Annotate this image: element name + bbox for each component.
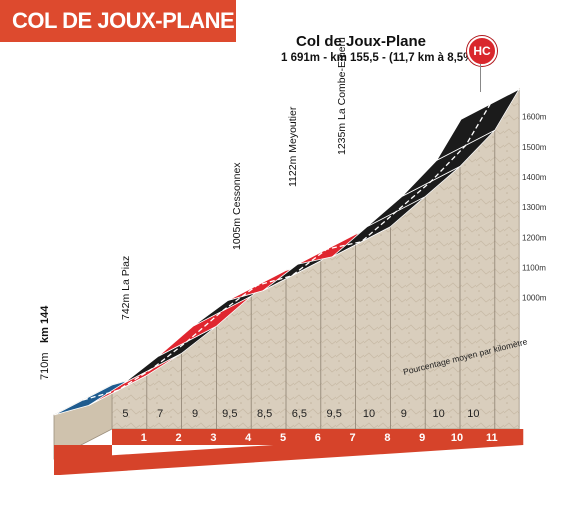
gradient-label: 10 <box>467 408 479 420</box>
gradient-label: 5 <box>122 408 128 420</box>
km-band-front <box>54 445 112 459</box>
altitude-tick-label: 1400m <box>522 173 547 182</box>
km-marker: 2 <box>176 432 182 444</box>
waypoint-label: 1005m Cessonnex <box>231 162 243 250</box>
km-marker: 9 <box>419 432 425 444</box>
title-banner: COL DE JOUX-PLANE <box>0 0 236 42</box>
page-title: COL DE JOUX-PLANE <box>12 8 235 33</box>
gradient-label: 9 <box>192 408 198 420</box>
km-band-strip <box>112 429 524 445</box>
km-marker: 7 <box>350 432 356 444</box>
km-marker: 11 <box>486 432 498 444</box>
km-marker: 3 <box>210 432 216 444</box>
km-marker: 10 <box>451 432 463 444</box>
km-marker: 5 <box>280 432 286 444</box>
gradient-label: 9,5 <box>327 408 342 420</box>
gradient-label: 9,5 <box>222 408 237 420</box>
gradient-label: 10 <box>363 408 375 420</box>
summit-info: 1 691m - km 155,5 - (11,7 km à 8,5%) <box>281 52 478 64</box>
start-altitude-label: 710m <box>39 352 51 380</box>
km-marker: 1 <box>141 432 147 444</box>
altitude-tick-label: 1300m <box>522 203 547 212</box>
altitude-tick-label: 1600m <box>522 113 547 122</box>
gradient-label: 8,5 <box>257 408 272 420</box>
summit-pin <box>480 64 481 92</box>
start-km-label: km 144 <box>39 305 51 343</box>
summit-name: Col de Joux-Plane <box>296 33 427 50</box>
waypoint-label: 742m La Piaz <box>120 256 132 320</box>
gradient-label: 6,5 <box>292 408 307 420</box>
altitude-tick-label: 1500m <box>522 143 547 152</box>
km-marker: 8 <box>384 432 390 444</box>
gradient-label: 7 <box>157 408 163 420</box>
waypoint-label: 1122m Meyoutier <box>287 106 299 187</box>
km-marker: 4 <box>245 432 252 444</box>
altitude-tick-label: 1100m <box>522 263 546 272</box>
gradient-label: 9 <box>401 408 407 420</box>
km-marker: 6 <box>315 432 321 444</box>
waypoint-label: 1235m La Combe-Emeru <box>336 37 348 155</box>
altitude-tick-label: 1200m <box>522 233 547 242</box>
category-badge: HC <box>467 36 497 66</box>
altitude-tick-label: 1000m <box>522 294 547 303</box>
route-center-line <box>82 103 491 401</box>
gradient-label: 10 <box>432 408 444 420</box>
